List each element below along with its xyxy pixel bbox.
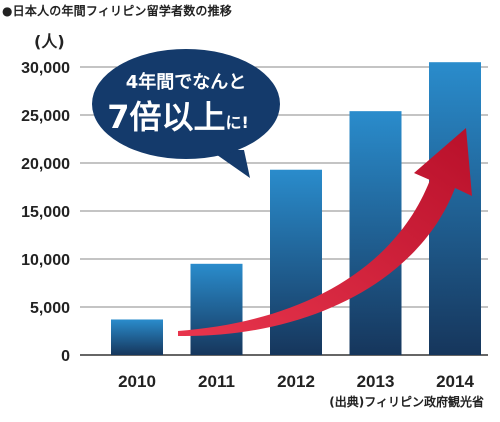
y-tick-label: 20,000 bbox=[21, 156, 70, 173]
y-tick-label: 25,000 bbox=[21, 108, 70, 125]
callout-line2: 7倍以上に! bbox=[107, 98, 249, 136]
callout-tail bbox=[210, 150, 250, 178]
bar-2011 bbox=[190, 263, 243, 355]
y-tick-label: 10,000 bbox=[21, 252, 70, 269]
callout-bubble: 4年間でなんと 7倍以上に! bbox=[92, 49, 280, 178]
x-tick-label: 2012 bbox=[277, 372, 315, 391]
bar-2010 bbox=[111, 319, 163, 355]
y-tick-label: 5,000 bbox=[30, 300, 70, 317]
bar-2013 bbox=[349, 111, 402, 355]
source-note: (出典)フィリピン政府観光省 bbox=[329, 395, 484, 409]
y-tick-label: 30,000 bbox=[21, 60, 70, 77]
y-tick-label: 15,000 bbox=[21, 204, 70, 221]
callout-ellipse bbox=[92, 49, 280, 159]
y-axis-ticks: 0 5,000 10,000 15,000 20,000 25,000 30,000 bbox=[21, 60, 70, 365]
callout-big-text: 7倍以上 bbox=[107, 98, 225, 136]
callout-line1: 4年間でなんと bbox=[126, 71, 247, 93]
y-tick-label: 0 bbox=[61, 348, 70, 365]
growth-arrow bbox=[178, 128, 472, 337]
x-tick-label: 2014 bbox=[436, 372, 474, 391]
y-axis-unit-label: (人) bbox=[34, 32, 65, 51]
bar-2012 bbox=[270, 169, 322, 355]
chart-title: ●日本人の年間フィリピン留学者数の推移 bbox=[2, 4, 233, 18]
callout-small-text: に! bbox=[225, 113, 248, 132]
x-axis-ticks: 2010 2011 2012 2013 2014 bbox=[118, 372, 474, 391]
x-tick-label: 2013 bbox=[357, 372, 395, 391]
x-tick-label: 2010 bbox=[118, 372, 156, 391]
x-tick-label: 2011 bbox=[198, 372, 235, 391]
